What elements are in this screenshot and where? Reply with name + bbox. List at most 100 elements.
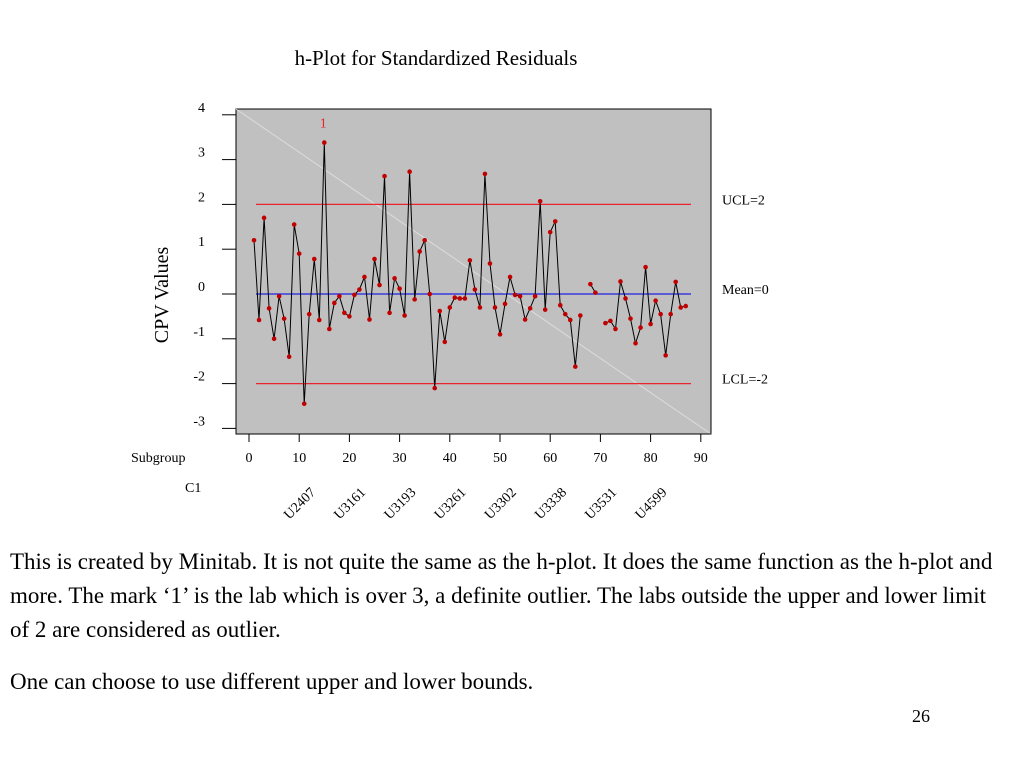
y-tick-label: 3 (198, 146, 205, 161)
data-point (477, 305, 483, 310)
data-point (653, 298, 658, 304)
data-point (663, 353, 668, 358)
x-axis: 0 10 20 30 40 50 60 70 80 90 (236, 433, 711, 466)
y-tick-label: -3 (193, 414, 205, 429)
data-point (452, 295, 458, 300)
data-point (432, 385, 438, 391)
data-point (547, 229, 553, 235)
y-tick-label: 2 (198, 190, 205, 205)
reference-line-label: UCL=2 (722, 193, 765, 208)
data-point (517, 293, 523, 299)
data-point (362, 274, 367, 280)
data-point (472, 287, 478, 292)
data-point (417, 249, 422, 254)
data-point (618, 279, 623, 284)
data-point (427, 291, 433, 297)
group-labels: U2407 U3161 U3193 U3261 U3302 U3338 U3531 U4599 (281, 485, 670, 523)
data-point (573, 364, 578, 369)
data-point (311, 256, 317, 262)
x-tick-label: 10 (292, 451, 306, 466)
data-point (447, 305, 453, 310)
data-point (286, 354, 292, 360)
data-point (487, 261, 493, 266)
data-point (372, 256, 377, 262)
data-point (397, 286, 402, 291)
data-point (276, 293, 282, 299)
data-point (392, 276, 397, 281)
data-point (588, 281, 593, 287)
description-paragraph: This is created by Minitab. It is not qu… (10, 549, 993, 642)
data-point (683, 303, 689, 309)
outlier-annotation: 1 (320, 117, 327, 132)
group-label: U3161 (332, 485, 370, 523)
data-point (678, 305, 684, 310)
y-tick-label: 0 (198, 280, 205, 295)
data-point (306, 311, 312, 317)
group-label: U3193 (382, 485, 420, 523)
data-point (347, 314, 352, 319)
data-point (648, 321, 653, 327)
data-point (578, 313, 583, 318)
group-row-label: C1 (185, 481, 201, 496)
x-tick-label: 60 (543, 451, 557, 466)
data-point (567, 317, 573, 323)
data-point (492, 305, 498, 310)
data-point (377, 282, 382, 288)
reference-line-label: Mean=0 (722, 283, 769, 298)
x-tick-label: 90 (694, 451, 708, 466)
data-point (603, 320, 608, 326)
data-point (261, 215, 267, 221)
data-point (673, 279, 678, 285)
note-paragraph: One can choose to use different upper an… (10, 669, 534, 694)
x-tick-label: 30 (393, 451, 407, 466)
y-axis-label: CPV Values (151, 247, 173, 344)
data-point (462, 296, 468, 301)
data-point (668, 311, 673, 317)
series-layer (251, 140, 689, 407)
data-point (407, 169, 412, 174)
subgroup-label: Subgroup (131, 451, 185, 466)
data-point (467, 258, 473, 263)
group-label: U4599 (633, 485, 671, 523)
data-point (266, 306, 272, 311)
data-point (412, 297, 417, 302)
data-point (542, 307, 548, 312)
data-point (367, 317, 372, 322)
h-plot-chart: h-Plot for Standardized Residuals 43210-… (131, 46, 769, 523)
data-point (271, 336, 277, 342)
data-point (527, 306, 533, 311)
data-point (537, 198, 543, 204)
data-point (322, 140, 327, 145)
data-point (357, 287, 362, 292)
data-point (387, 310, 392, 316)
x-tick-label: 0 (246, 451, 253, 466)
group-label: U3302 (482, 485, 520, 523)
data-point (457, 296, 463, 301)
data-point (281, 316, 287, 321)
chart-title: h-Plot for Standardized Residuals (295, 46, 578, 70)
data-point (482, 171, 488, 177)
data-point (643, 264, 648, 270)
plot-diagonal (235, 108, 712, 435)
data-point (332, 300, 337, 306)
y-tick-label: -1 (193, 325, 205, 340)
data-point (522, 317, 528, 322)
data-point (507, 274, 513, 280)
data-point (562, 311, 568, 317)
data-point (442, 339, 448, 345)
x-tick-label: 20 (342, 451, 356, 466)
group-label: U2407 (281, 485, 319, 523)
data-point (497, 332, 503, 337)
data-point (502, 301, 508, 307)
data-point (633, 340, 638, 346)
y-axis: 4 3 2 1 0 -1 -2 -3 (193, 101, 236, 429)
x-tick-label: 70 (593, 451, 607, 466)
data-point (296, 251, 302, 256)
data-point (327, 326, 332, 332)
x-tick-label: 40 (443, 451, 457, 466)
group-label: U3261 (432, 485, 470, 523)
data-point (623, 296, 628, 301)
data-point (342, 310, 347, 316)
reference-line-label: LCL=-2 (722, 373, 768, 388)
data-point (532, 293, 538, 299)
